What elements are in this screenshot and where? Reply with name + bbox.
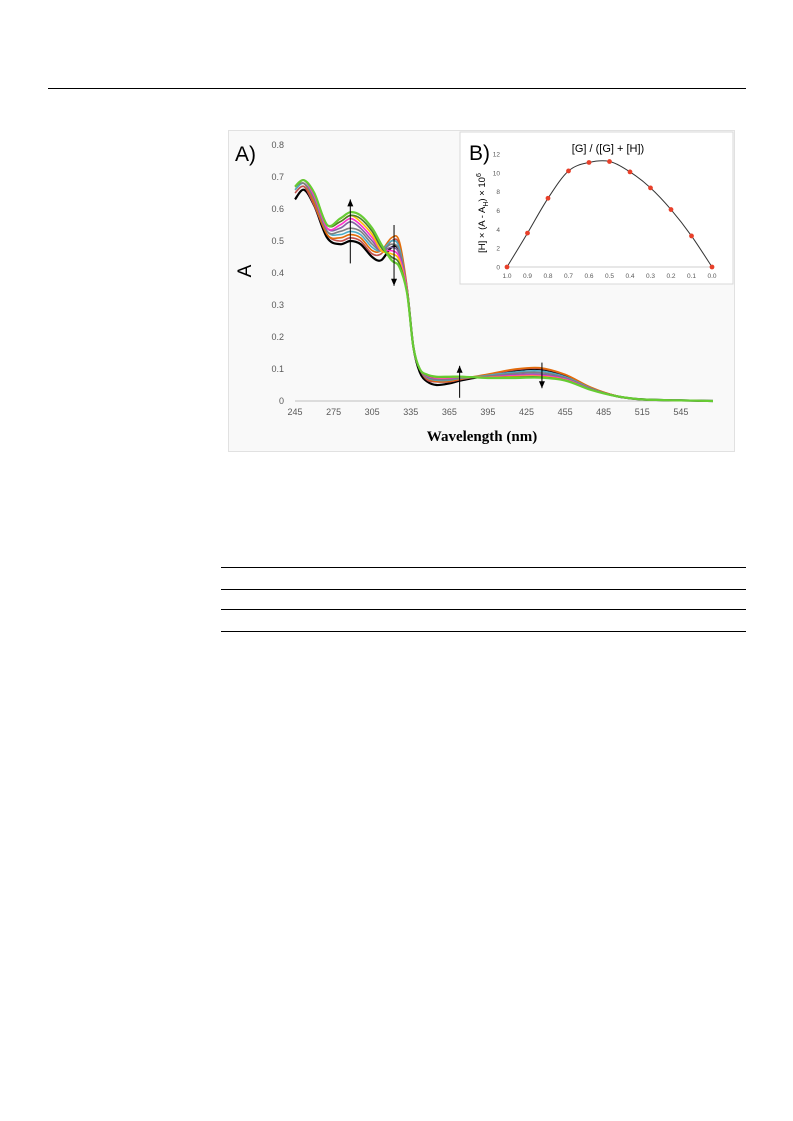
panel-a-y-tick-label: 0.1	[271, 364, 284, 374]
panel-a-x-tick-label: 545	[673, 407, 688, 417]
panel-a-series	[294, 179, 714, 403]
panel-a-x-tick-label: 425	[519, 407, 534, 417]
panel-a-arrows	[347, 199, 545, 398]
panel-a-x-ticks: 245 275 305 335 365 395 425 455 485 515 545	[287, 407, 688, 417]
table-header-rule	[221, 589, 746, 590]
panel-b-x-tick-label: 0.1	[687, 273, 696, 280]
panel-b-y-tick-label: 12	[493, 152, 501, 159]
panel-b-points	[504, 159, 715, 270]
panel-b-x-tick-label: 0.9	[523, 273, 532, 280]
panel-b-frame	[459, 131, 734, 285]
panel-a-y-tick-label: 0	[279, 396, 284, 406]
panel-b-x-tick-label: 0.7	[564, 273, 573, 280]
panel-b-y-axis-title-main: [H] × (A - A	[477, 206, 488, 253]
panel-b: B) [G] / ([G] + [H]) [H] × (A - AH) × 10…	[459, 131, 734, 285]
panel-b-x-tick-label: 0.0	[707, 273, 716, 280]
panel-a-x-axis-title: Wavelength (nm)	[427, 429, 537, 445]
panel-b-x-tick-label: 0.4	[625, 273, 634, 280]
panel-a-x-tick-label: 245	[287, 407, 302, 417]
panel-b-x-tick-label: 1.0	[502, 273, 511, 280]
table-row-rule	[221, 609, 746, 610]
panel-a-y-axis-title: A	[235, 264, 256, 277]
panel-b-data-point	[668, 207, 674, 212]
panel-b-data-point	[545, 195, 551, 201]
panel-b-x-ticks: 1.0 0.9 0.8 0.7 0.6 0.5 0.4 0.3 0.2 0.1 0.0	[502, 273, 716, 280]
panel-b-data-point	[627, 169, 633, 175]
panel-b-x-tick-label: 0.3	[646, 273, 655, 280]
panel-a-series-line	[294, 179, 714, 403]
panel-b-label: B)	[469, 142, 490, 165]
panel-a-arrow-head	[456, 365, 463, 373]
panel-b-x-tick-label: 0.6	[584, 273, 593, 280]
panel-b-data-point	[525, 230, 530, 236]
panel-b-data-point	[566, 168, 571, 174]
panel-b-x-tick-label: 0.8	[543, 273, 552, 280]
panel-b-y-tick-label: 10	[493, 170, 501, 177]
panel-a-x-tick-label: 395	[480, 407, 495, 417]
panel-a-y-tick-label: 0.2	[271, 332, 284, 342]
panel-b-data-point	[648, 185, 653, 191]
panel-b-x-tick-label: 0.2	[666, 273, 675, 280]
panel-a-x-tick-label: 335	[403, 407, 418, 417]
panel-a-y-tick-label: 0.7	[271, 172, 284, 182]
panel-a-x-tick-label: 515	[635, 407, 650, 417]
table-top-rule	[221, 567, 746, 568]
panel-a-arrow-head	[347, 199, 354, 207]
panel-b-y-ticks: 0 2 4 6 8 10 12	[493, 152, 501, 272]
figure-canvas: A) A Wavelength (nm) 0 0.1 0.2 0.3 0.4 0.5 0.6…	[235, 131, 734, 445]
panel-a-x-tick-label: 485	[596, 407, 611, 417]
page-header-rule	[48, 88, 746, 89]
panel-b-data-point	[607, 159, 612, 164]
panel-a-y-tick-label: 0.6	[271, 204, 284, 214]
panel-a-y-tick-label: 0.8	[271, 140, 284, 150]
panel-b-y-tick-label: 6	[496, 208, 500, 215]
panel-b-data-point	[504, 264, 510, 270]
panel-a-x-tick-label: 275	[326, 407, 341, 417]
panel-b-y-tick-label: 2	[496, 246, 500, 253]
panel-a-y-tick-label: 0.3	[271, 300, 284, 310]
panel-b-y-axis-title-subscript: H	[483, 202, 490, 207]
figure: A) A Wavelength (nm) 0 0.1 0.2 0.3 0.4 0.5 0.6…	[228, 130, 735, 452]
panel-b-y-axis-title: [H] × (A - AH) × 106	[476, 173, 490, 253]
panel-b-y-tick-label: 8	[496, 189, 500, 196]
panel-a-x-tick-label: 365	[442, 407, 457, 417]
panel-a-y-tick-label: 0.5	[271, 236, 284, 246]
panel-a-arrow-head	[538, 381, 545, 389]
panel-b-data-point	[709, 264, 715, 270]
panel-a-arrow-head	[391, 278, 398, 286]
panel-a-x-tick-label: 455	[558, 407, 573, 417]
panel-a-y-ticks: 0 0.1 0.2 0.3 0.4 0.5 0.6 0.7 0.8	[271, 140, 284, 406]
panel-b-y-axis-title-exponent: 6	[476, 173, 483, 177]
panel-b-y-axis-title-mid: ) × 10	[477, 177, 488, 202]
panel-b-data-point	[586, 160, 592, 165]
table-bottom-rule	[221, 631, 746, 632]
panel-b-data-point	[689, 233, 694, 239]
panel-a-y-tick-label: 0.4	[271, 268, 284, 278]
panel-b-y-tick-label: 4	[496, 227, 500, 234]
panel-b-title: [G] / ([G] + [H])	[572, 143, 644, 155]
panel-a-x-tick-label: 305	[365, 407, 380, 417]
panel-b-x-tick-label: 0.5	[605, 273, 614, 280]
panel-a: A) A Wavelength (nm) 0 0.1 0.2 0.3 0.4 0.5 0.6…	[235, 140, 714, 445]
panel-b-y-tick-label: 0	[496, 265, 500, 272]
panel-a-label: A)	[235, 143, 256, 166]
